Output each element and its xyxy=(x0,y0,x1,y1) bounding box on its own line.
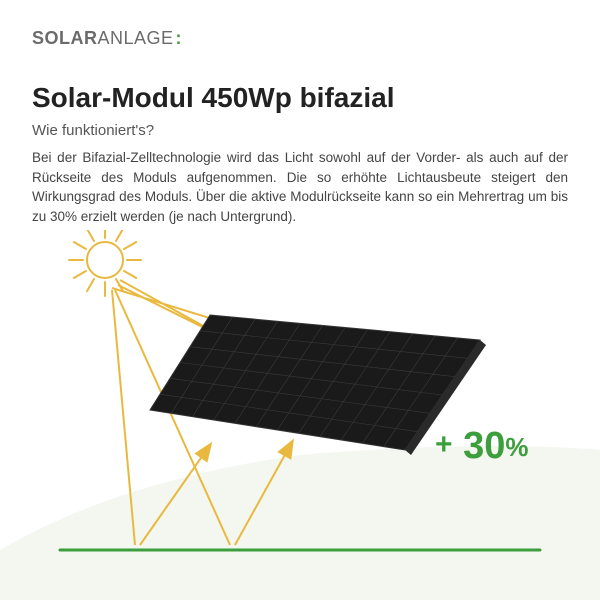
logo-part1: SOLAR xyxy=(32,28,98,48)
page-subtitle: Wie funktioniert's? xyxy=(32,122,154,139)
brand-logo: SOLARANLAGE: xyxy=(32,28,182,49)
logo-part2: ANLAGE xyxy=(98,28,174,48)
bonus-label: + 30% xyxy=(435,425,529,468)
bonus-value: 30 xyxy=(463,425,505,467)
bonus-percent: % xyxy=(505,432,528,462)
description-text: Bei der Bifazial-Zelltechnologie wird da… xyxy=(32,148,568,226)
logo-accent: : xyxy=(176,28,183,48)
bonus-plus: + xyxy=(435,428,453,461)
bifacial-diagram xyxy=(0,230,600,600)
ground-fill xyxy=(0,446,600,600)
page-title: Solar-Modul 450Wp bifazial xyxy=(32,82,394,114)
